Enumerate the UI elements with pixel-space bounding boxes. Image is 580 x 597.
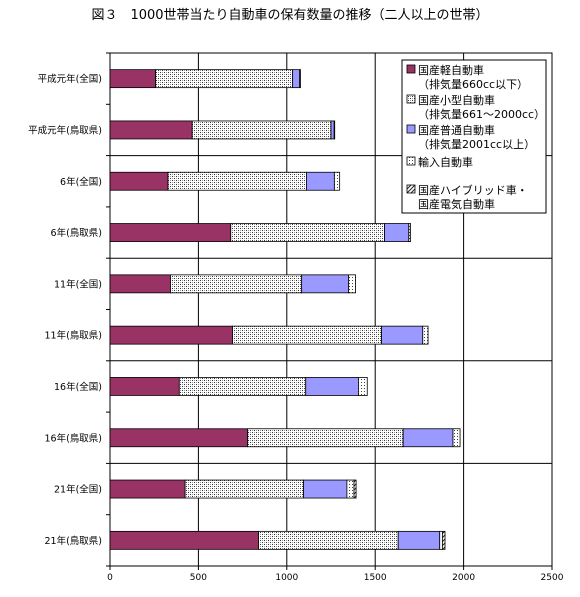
- bar-segment-series-3: [402, 428, 454, 448]
- bar-segment-series-3: [303, 479, 348, 499]
- bar-segment-series-4: [346, 479, 355, 499]
- bar-segment-series-2: [178, 377, 307, 396]
- bar-segment-series-2: [155, 69, 294, 89]
- bar-segment-series-3: [397, 530, 441, 550]
- category-label: 21年(鳥取県): [44, 535, 102, 547]
- bar-segment-series-5: [441, 530, 446, 550]
- category-label: 平成元年(鳥取県): [28, 124, 102, 136]
- bar-segment-series-4: [452, 428, 461, 448]
- category-label: 6年(全国): [60, 176, 102, 188]
- category-label: 11年(鳥取県): [44, 330, 102, 342]
- bar-segment-series-1: [109, 479, 186, 499]
- x-tick-label: 2000: [452, 573, 475, 583]
- bar-segment-series-2: [170, 274, 303, 294]
- legend-label: 国産ハイブリッド車・: [418, 183, 528, 197]
- bar-segment-series-2: [184, 479, 304, 499]
- bar-segment-series-1: [109, 377, 180, 396]
- bar-segment-series-3: [305, 377, 359, 396]
- bar-segment-series-2: [167, 171, 307, 191]
- x-tick-label: 2500: [541, 573, 564, 583]
- bar-segment-series-3: [306, 171, 335, 191]
- legend-swatch-series-2: [406, 94, 416, 104]
- bar-segment-series-1: [109, 69, 157, 89]
- bar-segment-series-3: [301, 274, 349, 294]
- bar-segment-series-3: [384, 223, 410, 242]
- bar-segment-series-4: [333, 171, 341, 191]
- bar-segment-series-3: [292, 69, 301, 89]
- bar-segment-series-4: [408, 223, 411, 242]
- category-label: 16年(全国): [54, 381, 102, 393]
- legend-label: 国産普通自動車: [418, 123, 495, 137]
- legend-label: 国産軽自動車: [418, 63, 484, 77]
- bar-segment-series-2: [230, 223, 385, 242]
- bar-segment-series-1: [109, 171, 169, 191]
- legend-box: [401, 59, 547, 214]
- bar-segment-series-2: [258, 530, 399, 550]
- legend-label: 国産電気自動車: [418, 197, 495, 211]
- x-tick-label: 0: [107, 573, 113, 583]
- legend-label: （排気量2001cc以上）: [418, 137, 535, 151]
- bar-segment-series-2: [247, 428, 404, 448]
- category-label: 21年(全国): [54, 484, 102, 496]
- legend-swatch-series-3: [406, 124, 416, 134]
- bar-segment-series-1: [109, 428, 248, 448]
- legend-swatch-series-1: [406, 64, 416, 74]
- bar-segment-series-1: [109, 120, 193, 140]
- bar-segment-series-5: [353, 479, 357, 499]
- legend-label: （排気量660cc以下）: [418, 77, 528, 91]
- bar-segment-series-4: [333, 120, 336, 140]
- category-label: 6年(鳥取県): [51, 227, 102, 239]
- bar-segment-series-2: [232, 325, 382, 345]
- legend-label: 国産小型自動車: [418, 93, 495, 107]
- chart-title: 図３ 1000世帯当たり自動車の保有数量の推移（二人以上の世帯）: [91, 8, 489, 23]
- category-label: 11年(全国): [54, 278, 102, 290]
- x-tick-label: 1000: [275, 573, 298, 583]
- bar-segment-series-3: [381, 325, 424, 345]
- legend-label: （排気量661～2000cc）: [418, 107, 545, 121]
- bar-segment-series-1: [109, 325, 233, 345]
- bar-segment-series-1: [109, 223, 232, 242]
- category-label: 16年(鳥取県): [44, 432, 102, 444]
- bar-segment-series-3: [330, 120, 335, 140]
- x-tick-label: 1500: [364, 573, 387, 583]
- bar-segment-series-1: [109, 530, 259, 550]
- legend-swatch-series-5: [406, 184, 416, 194]
- bar-segment-series-4: [299, 69, 301, 89]
- bar-segment-series-4: [358, 377, 368, 396]
- legend-swatch-series-4: [406, 156, 416, 166]
- bar-segment-series-4: [422, 325, 429, 345]
- bar-segment-series-2: [191, 120, 332, 140]
- legend-label: 輸入自動車: [418, 155, 473, 169]
- bar-segment-series-4: [348, 274, 356, 294]
- x-tick-label: 500: [190, 573, 207, 583]
- bar-segment-series-1: [109, 274, 171, 294]
- category-label: 平成元年(全国): [38, 73, 102, 85]
